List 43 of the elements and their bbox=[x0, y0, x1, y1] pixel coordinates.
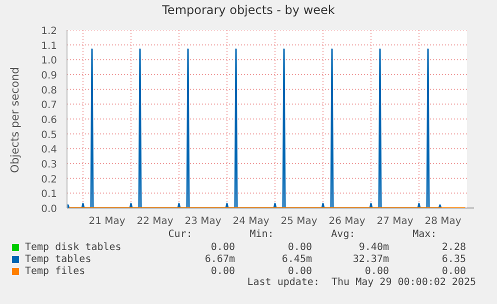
x-tick-label: 27 May bbox=[376, 216, 414, 227]
y-tick-label: 0.0 bbox=[41, 204, 57, 215]
text: 2.28 bbox=[440, 242, 467, 252]
text: 0.00 bbox=[286, 242, 313, 252]
text: 0.00 bbox=[210, 242, 236, 252]
text: 9.40m bbox=[358, 242, 390, 252]
y-tick-label: 0.1 bbox=[41, 189, 57, 200]
y-tick-label: 1.0 bbox=[41, 56, 57, 67]
text: Cur: bbox=[167, 229, 194, 241]
text: 32.37m bbox=[352, 254, 390, 264]
y-tick-label: 0.9 bbox=[41, 70, 57, 82]
legend-label: Temp tables bbox=[25, 254, 92, 264]
y-tick-label: 0.4 bbox=[41, 144, 57, 156]
x-tick-label: 23 May bbox=[184, 216, 222, 227]
chart-title: Temporary objects - by week bbox=[161, 3, 336, 17]
y-tick-label: 0.2 bbox=[41, 174, 57, 186]
x-tick-label: 24 May bbox=[232, 216, 270, 227]
y-axis-title: Objects per second bbox=[8, 66, 22, 174]
legend-label: Temp files bbox=[25, 266, 86, 276]
text: 6.67m bbox=[204, 254, 236, 264]
y-tick-label: 0.3 bbox=[41, 160, 57, 170]
text: 6.35 bbox=[440, 254, 467, 264]
y-tick-label: 0.8 bbox=[41, 85, 57, 96]
x-tick-label: 26 May bbox=[328, 216, 366, 227]
y-tick-label: 0.7 bbox=[41, 100, 57, 112]
y-tick-label: 1.2 bbox=[41, 26, 57, 37]
x-tick-label: 28 May bbox=[424, 216, 462, 227]
text: Last update: Thu May 29 00:00:02 2025 bbox=[246, 277, 477, 288]
text: Min: bbox=[248, 229, 275, 241]
legend-label: Temp disk tables bbox=[25, 242, 122, 252]
x-tick-label: 25 May bbox=[280, 216, 318, 227]
text: Avg: bbox=[330, 229, 356, 241]
text: 0.00 bbox=[210, 266, 236, 276]
y-tick-label: 0.5 bbox=[41, 130, 57, 141]
text: Max: bbox=[412, 229, 438, 241]
x-tick-label: 22 May bbox=[136, 216, 174, 227]
text: 0.00 bbox=[286, 266, 313, 276]
text: 0.00 bbox=[364, 266, 390, 276]
text: 6.45m bbox=[280, 254, 313, 264]
x-tick-label: 21 May bbox=[88, 216, 126, 227]
text: 0.00 bbox=[440, 266, 467, 276]
y-tick-label: 0.6 bbox=[41, 115, 57, 126]
y-tick-label: 1.1 bbox=[41, 40, 57, 52]
